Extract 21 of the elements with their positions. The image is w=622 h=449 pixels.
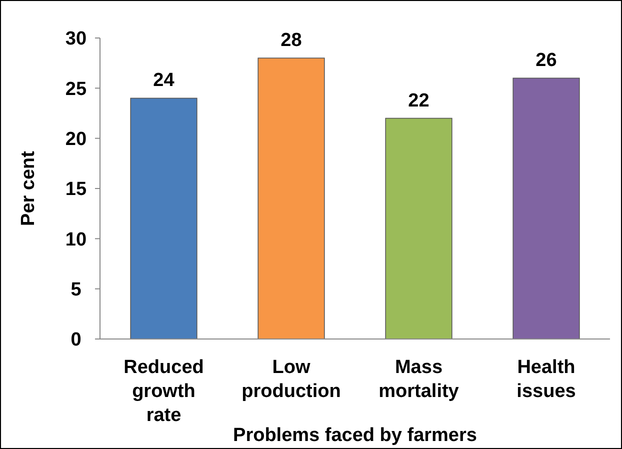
y-tick-label: 30 [65,28,87,50]
y-tick-label: 0 [70,330,82,351]
data-label: 28 [280,30,302,52]
bar [130,98,198,340]
y-tick-label: 10 [65,229,87,250]
bar [512,78,580,340]
x-tick-label: Health issues [516,357,576,402]
x-tick-label: Reduced growth rate [124,357,204,426]
data-label: 22 [408,90,430,112]
x-axis-title: Problems faced by farmers [233,425,477,446]
y-tick-label: 15 [65,179,87,200]
data-label: 24 [153,70,175,92]
x-tick-label: Mass mortality [378,357,460,402]
y-axis-title: Per cent [18,150,39,226]
y-tick-label: 20 [65,128,87,150]
y-tick-label: 25 [65,78,87,100]
data-label: 26 [536,50,557,72]
bar [385,118,452,340]
y-tick-label: 5 [70,279,82,300]
bar [258,58,325,340]
x-tick-label: Low production [242,357,341,402]
